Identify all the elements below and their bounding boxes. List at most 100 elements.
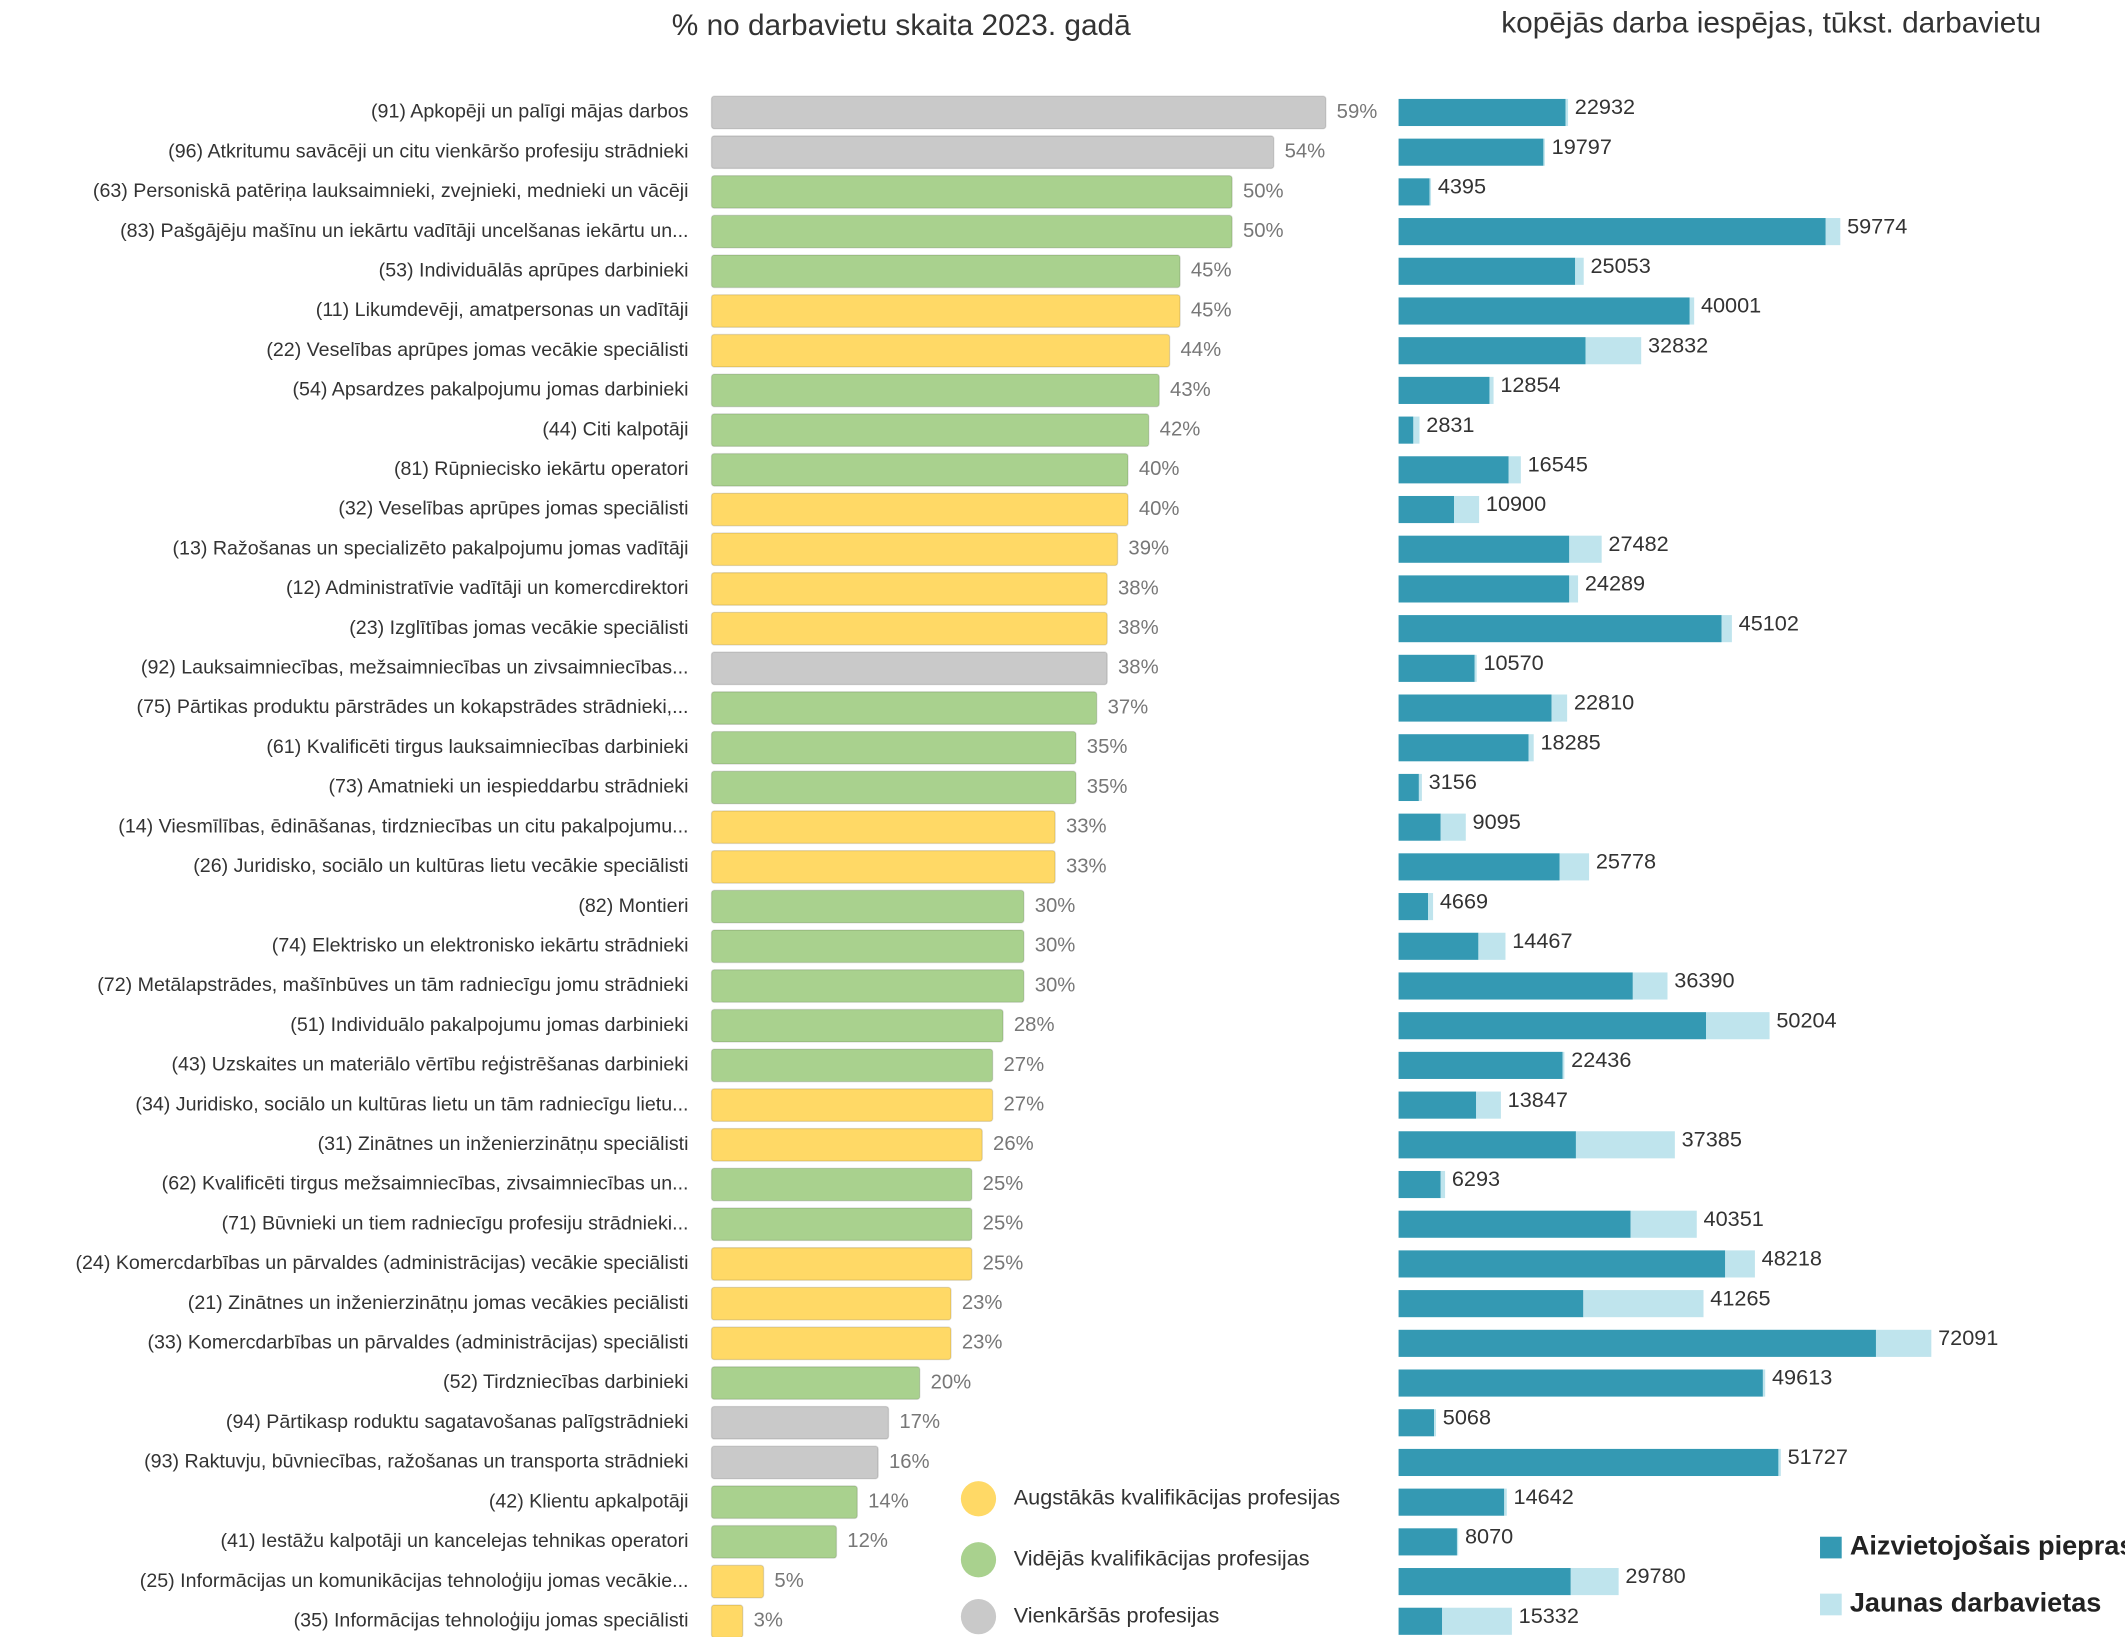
bar-segment [1508,456,1521,484]
category-label: (91) Apkopēji un palīgi mājas darbos [371,101,689,123]
bar-segment [1398,178,1430,206]
value-label: 20% [931,1371,972,1393]
category-label: (52) Tirdzniecības darbinieki [443,1371,688,1393]
bar-segment [1565,98,1569,127]
bar-segment [1478,932,1506,960]
bar-segment [1398,495,1454,524]
bar [710,1326,952,1361]
legend-marker [960,1542,997,1578]
category-label: (54) Apsardzes pakalpojumu jomas darbini… [292,379,688,401]
bar [710,373,1160,408]
value-label: 38% [1118,657,1159,679]
value-label: 40% [1139,458,1180,480]
value-label: 44% [1180,339,1221,361]
bar [710,810,1056,845]
bar-segment [1398,1568,1571,1596]
bar-segment [1398,1409,1435,1437]
legend-label: Jaunas darbavietas [1850,1587,2102,1618]
category-label: (63) Personiskā patēriņa lauksaimnieki, … [93,180,689,202]
total-label: 32832 [1648,332,1708,357]
bar [710,333,1171,368]
value-label: 23% [962,1332,1003,1354]
bar [710,174,1233,209]
bar-segment [1428,893,1434,921]
bar [710,1167,973,1202]
bar-segment [1632,972,1668,1000]
legend-marker [960,1481,997,1517]
category-label: (23) Izglītības jomas vecākie speciālist… [349,617,688,639]
bar [710,413,1150,448]
category-label: (44) Citi kalpotāji [542,418,688,440]
legend-marker [960,1599,997,1635]
bar-segment [1689,297,1695,325]
total-label: 8070 [1465,1524,1513,1549]
value-label: 54% [1285,141,1326,163]
category-label: (42) Klientu apkalpotāji [489,1490,689,1512]
bar-segment [1398,138,1544,166]
category-label: (92) Lauksaimniecības, mežsaimniecības u… [141,657,689,679]
bar [710,849,1056,884]
legend-label: Aizvietojošais pieprasījums [1850,1530,2125,1561]
bar-segment [1398,456,1509,484]
bar [710,1524,838,1559]
total-label: 37385 [1682,1126,1742,1151]
bar-segment [1398,1131,1576,1159]
bar-segment [1575,257,1584,285]
total-label: 24289 [1585,571,1645,596]
category-label: (51) Individuālo pakalpojumu jomas darbi… [290,1014,688,1036]
category-label: (74) Elektrisko un elektronisko iekārtu … [272,934,689,956]
value-label: 42% [1160,418,1201,440]
category-label: (41) Iestāžu kalpotāji un kancelejas teh… [220,1530,688,1552]
category-label: (13) Ražošanas un specializēto pakalpoju… [172,537,688,559]
total-label: 18285 [1540,729,1600,754]
total-label: 4395 [1438,174,1486,199]
total-label: 22810 [1574,690,1634,715]
bar-segment [1398,694,1552,722]
bar-segment [1543,138,1545,166]
category-label: (94) Pārtikasp roduktu sagatavošanas pal… [226,1411,689,1433]
bar [710,1445,879,1480]
bar-segment [1762,1369,1766,1397]
total-label: 22932 [1575,94,1635,119]
bar-segment [1398,575,1570,603]
bar-segment [1440,1170,1446,1199]
bar-segment [1489,376,1494,404]
total-label: 48218 [1762,1246,1822,1271]
bar-segment [1705,1012,1770,1040]
total-label: 51727 [1788,1444,1848,1469]
bar [710,572,1108,606]
value-label: 30% [1035,935,1076,957]
bar [710,1088,994,1123]
bar-segment [1398,1528,1457,1556]
category-label: (34) Juridisko, sociālo un kultūras liet… [135,1093,688,1115]
bar [710,1366,921,1400]
total-label: 19797 [1552,134,1612,159]
bar-segment [1575,1131,1675,1159]
category-label: (31) Zinātnes un inženierzinātņu speciāl… [318,1133,689,1155]
category-label: (96) Atkritumu savācēji un citu vienkārš… [168,140,688,162]
value-label: 26% [993,1133,1034,1155]
category-label: (75) Pārtikas produktu pārstrādes un kok… [137,696,689,718]
bar-segment [1418,773,1422,802]
value-label: 38% [1118,577,1159,599]
bar-segment [1398,932,1479,960]
category-label: (62) Kvalificēti tirgus mežsaimniecības,… [162,1173,689,1195]
category-label: (53) Individuālās aprūpes darbinieki [379,259,689,281]
total-label: 10900 [1486,491,1546,516]
bar [710,294,1181,328]
bar-segment [1440,813,1466,841]
value-label: 30% [1035,974,1076,996]
bar [710,1485,858,1520]
total-label: 4669 [1440,888,1488,913]
bar [710,492,1129,527]
value-label: 27% [1003,1093,1044,1115]
bar-segment [1551,694,1568,722]
bar-segment [1562,1051,1565,1079]
value-label: 3% [754,1610,783,1632]
category-label: (33) Komercdarbības un pārvaldes (admini… [147,1332,688,1354]
value-label: 25% [983,1252,1024,1274]
value-label: 39% [1128,538,1169,560]
category-label: (43) Uzskaites un materiālo vērtību reģi… [171,1054,688,1076]
